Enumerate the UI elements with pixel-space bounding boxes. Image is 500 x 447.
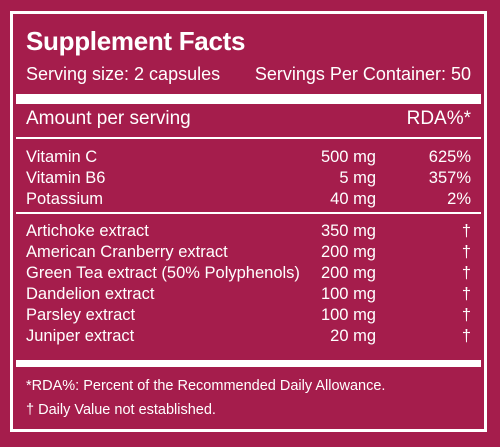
- nutrient-row: Vitamin C 500 mg 625%: [26, 147, 471, 168]
- ingredient-rda: †: [461, 306, 471, 324]
- amount-per-serving-header: Amount per serving: [26, 108, 191, 129]
- thick-divider-top: [16, 94, 481, 104]
- ingredient-name: Juniper extract: [26, 327, 135, 345]
- ingredient-row: Juniper extract 20 mg †: [26, 326, 471, 347]
- ingredient-rda: †: [461, 222, 471, 240]
- ingredient-row: American Cranberry extract 200 mg †: [26, 242, 471, 263]
- ingredient-amount: 200 mg: [320, 243, 376, 261]
- extract-rows: Artichoke extract 350 mg † American Cran…: [26, 221, 471, 347]
- nutrient-rda: 2%: [447, 190, 471, 208]
- servings-per-container: Servings Per Container: 50: [254, 64, 471, 84]
- ingredient-name: American Cranberry extract: [26, 243, 228, 261]
- ingredient-row: Dandelion extract 100 mg †: [26, 284, 471, 305]
- ingredient-amount: 100 mg: [320, 306, 376, 324]
- ingredient-amount: 350 mg: [320, 222, 376, 240]
- rda-header: RDA%*: [406, 108, 471, 129]
- ingredient-amount: 200 mg: [320, 264, 376, 282]
- dagger-footnote: † Daily Value not established.: [26, 402, 216, 418]
- nutrient-amount: 40 mg: [330, 190, 376, 208]
- ingredient-rda: †: [461, 264, 471, 282]
- serving-size: Serving size: 2 capsules: [26, 64, 221, 84]
- supplement-facts-panel: Supplement Facts Serving size: 2 capsule…: [10, 11, 487, 432]
- nutrient-rda: 625%: [428, 148, 471, 166]
- nutrient-amount: 5 mg: [339, 169, 376, 187]
- ingredient-name: Green Tea extract (50% Polyphenols): [26, 264, 300, 282]
- nutrient-name: Potassium: [26, 190, 104, 208]
- ingredient-name: Parsley extract: [26, 306, 136, 324]
- ingredient-row: Green Tea extract (50% Polyphenols) 200 …: [26, 263, 471, 284]
- ingredient-rda: †: [461, 243, 471, 261]
- nutrient-amount: 500 mg: [320, 148, 376, 166]
- ingredient-row: Artichoke extract 350 mg †: [26, 221, 471, 242]
- vitamin-rows: Vitamin C 500 mg 625% Vitamin B6 5 mg 35…: [26, 147, 471, 210]
- thick-divider-bottom: [16, 360, 481, 367]
- nutrient-row: Potassium 40 mg 2%: [26, 189, 471, 210]
- ingredient-row: Parsley extract 100 mg †: [26, 305, 471, 326]
- ingredient-amount: 100 mg: [320, 285, 376, 303]
- rda-footnote: *RDA%: Percent of the Recommended Daily …: [26, 378, 386, 394]
- panel-title: Supplement Facts: [26, 26, 246, 56]
- ingredient-amount: 20 mg: [330, 327, 376, 345]
- nutrient-name: Vitamin B6: [26, 169, 106, 187]
- ingredient-rda: †: [461, 285, 471, 303]
- nutrient-row: Vitamin B6 5 mg 357%: [26, 168, 471, 189]
- thin-divider-1: [16, 137, 481, 139]
- nutrient-name: Vitamin C: [26, 148, 98, 166]
- thin-divider-2: [16, 212, 481, 214]
- ingredient-name: Dandelion extract: [26, 285, 155, 303]
- ingredient-rda: †: [461, 327, 471, 345]
- nutrient-rda: 357%: [428, 169, 471, 187]
- ingredient-name: Artichoke extract: [26, 222, 149, 240]
